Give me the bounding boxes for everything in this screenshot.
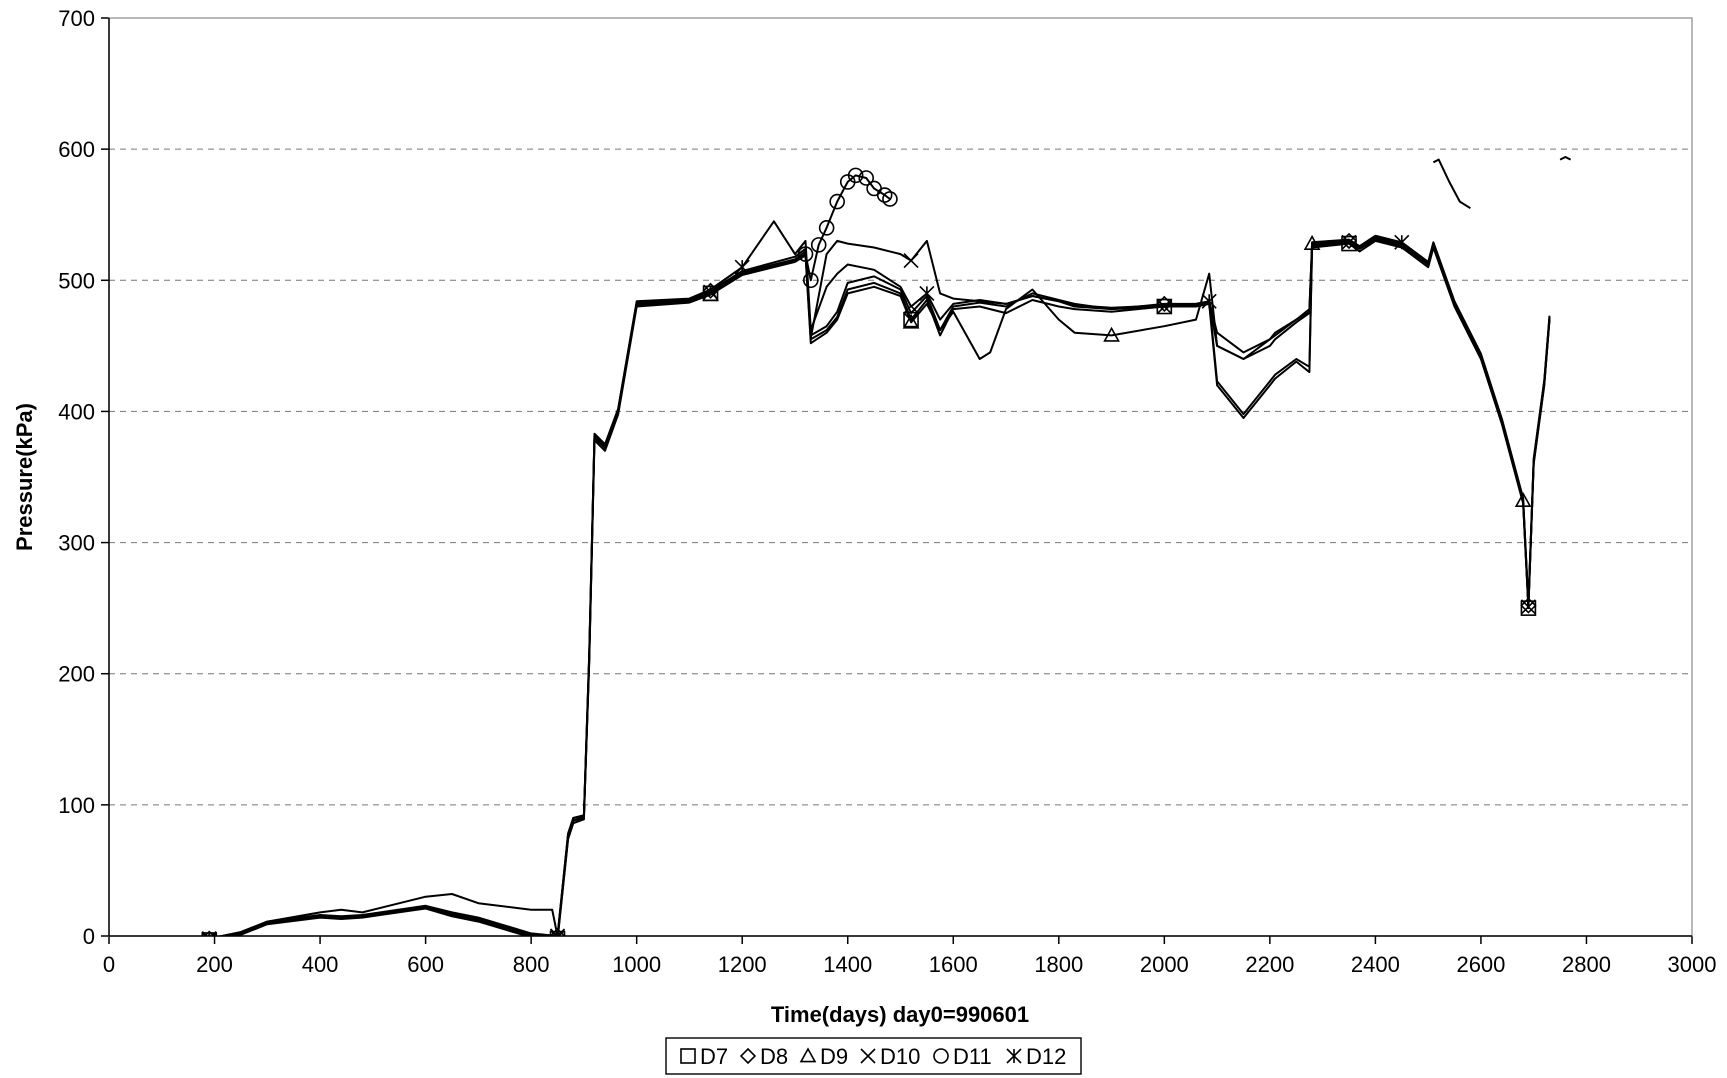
marker-d9 (1103, 326, 1120, 342)
x-tick-label: 1400 (823, 952, 872, 977)
axes (101, 17, 1693, 944)
marker-d11 (818, 220, 835, 236)
x-tick-label: 1000 (612, 952, 661, 977)
legend-label-d8: D8 (760, 1044, 788, 1069)
x-tick-label: 3000 (1668, 952, 1717, 977)
marker-d10 (201, 932, 217, 936)
x-tick-label: 2000 (1140, 952, 1189, 977)
x-tick-label: 600 (407, 952, 444, 977)
marker-d11 (810, 237, 827, 253)
y-tick-label: 700 (58, 6, 95, 31)
legend-label-d12: D12 (1026, 1044, 1066, 1069)
legend-marker-d8 (739, 1047, 757, 1065)
y-axis-title: Pressure(kPa) (12, 403, 37, 551)
marker-d12 (1394, 234, 1410, 250)
y-tick-label: 400 (58, 399, 95, 424)
series-line-d12 (216, 220, 1551, 936)
marker-d11 (829, 193, 845, 210)
x-tick-label: 800 (513, 952, 550, 977)
legend-marker-d10 (860, 1048, 876, 1064)
legend-label-d9: D9 (820, 1044, 848, 1069)
x-tick-label: 200 (196, 952, 233, 977)
gridlines (109, 17, 1692, 806)
legend-marker-d11 (933, 1048, 949, 1064)
marker-d9 (702, 286, 719, 302)
marker-d11 (847, 167, 864, 184)
series-line-d7 (223, 239, 1551, 936)
legend-marker-d12 (1006, 1048, 1022, 1064)
series-lines (216, 156, 1572, 936)
legend-box (665, 1037, 1082, 1075)
y-tick-label: 200 (58, 662, 95, 687)
marker-d12 (1201, 293, 1217, 309)
marker-d7 (903, 311, 919, 328)
x-tick-label: 400 (302, 952, 339, 977)
marker-d9 (1303, 234, 1321, 250)
x-tick-labels: 0 200 400 600 800 1000 1200 1400 1600 1800 2000 220… (103, 952, 1717, 977)
legend-marker-d9 (799, 1047, 817, 1063)
marker-d7 (1520, 600, 1537, 616)
series-line-extra-6 (1432, 158, 1471, 210)
marker-d11 (858, 170, 875, 186)
marker-d9 (1514, 491, 1532, 508)
marker-d11 (882, 191, 898, 207)
marker-d9 (902, 313, 920, 329)
x-tick-label: 2600 (1456, 952, 1505, 977)
legend-label-d7: D7 (700, 1044, 728, 1069)
marker-d10 (1156, 298, 1172, 315)
x-tick-label: 0 (103, 952, 115, 977)
series-line-d10 (223, 238, 1551, 936)
marker-d10 (549, 929, 566, 936)
y-tick-label: 300 (58, 531, 95, 556)
marker-d12 (919, 285, 935, 301)
marker-d10 (1341, 234, 1357, 250)
plot-frame (108, 17, 1693, 937)
marker-d11 (797, 246, 814, 262)
x-tick-label: 2200 (1245, 952, 1294, 977)
legend-marker-d7 (680, 1048, 696, 1064)
y-tick-label: 600 (58, 137, 95, 162)
x-tick-label: 2400 (1351, 952, 1400, 977)
series-line-extra-7 (1559, 156, 1572, 161)
marker-d8 (902, 304, 920, 322)
series-markers (201, 167, 1537, 936)
marker-d10 (903, 253, 919, 269)
marker-d11 (802, 272, 819, 289)
series-line-d9 (229, 236, 1551, 936)
x-axis-title: Time(days) day0=990601 (771, 1002, 1029, 1027)
legend-label-d10: D10 (880, 1044, 920, 1069)
marker-d12 (549, 928, 566, 936)
legend: D7 D8 D9 D10 D11 D12 (665, 1037, 1082, 1075)
y-tick-labels: 0 100 200 300 400 500 600 700 (58, 6, 95, 949)
x-tick-label: 2800 (1562, 952, 1611, 977)
series-line-d8 (216, 237, 1551, 936)
legend-label-d11: D11 (953, 1044, 992, 1069)
marker-d7 (1156, 298, 1173, 315)
x-tick-label: 1800 (1034, 952, 1083, 977)
series-line-d11 (804, 174, 891, 282)
x-tick-label: 1600 (929, 952, 978, 977)
marker-d7 (1341, 235, 1357, 252)
x-tick-label: 1200 (718, 952, 767, 977)
marker-d12 (201, 931, 217, 936)
y-tick-label: 100 (58, 793, 95, 818)
marker-d11 (876, 187, 893, 203)
marker-d10 (1520, 599, 1536, 615)
y-tick-label: 500 (58, 268, 95, 293)
y-tick-label: 0 (83, 924, 95, 949)
marker-d10 (702, 284, 719, 300)
marker-d12 (734, 259, 750, 275)
